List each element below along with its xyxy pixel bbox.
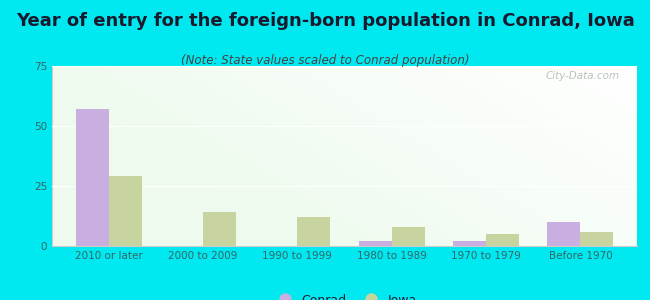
Bar [359, 241, 392, 246]
Bar [109, 176, 142, 246]
Bar [75, 109, 109, 246]
Bar [203, 212, 236, 246]
Bar [453, 241, 486, 246]
Legend: Conrad, Iowa: Conrad, Iowa [267, 289, 422, 300]
Bar [547, 222, 580, 246]
Bar [486, 234, 519, 246]
Bar [580, 232, 614, 246]
Text: City-Data.com: City-Data.com [545, 71, 619, 81]
Bar [297, 217, 330, 246]
Bar [392, 227, 424, 246]
Text: (Note: State values scaled to Conrad population): (Note: State values scaled to Conrad pop… [181, 54, 469, 67]
Text: Year of entry for the foreign-born population in Conrad, Iowa: Year of entry for the foreign-born popul… [16, 12, 634, 30]
